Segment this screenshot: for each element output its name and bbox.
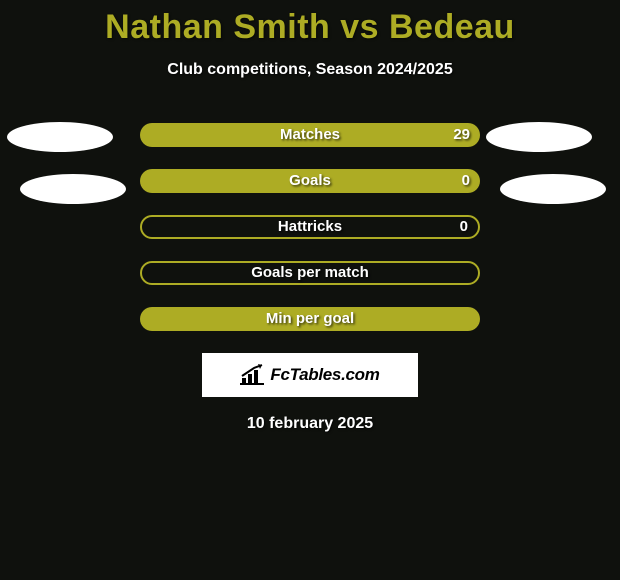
bar-label: Hattricks [278,218,342,235]
footer-date: 10 february 2025 [0,415,620,433]
bar-label: Min per goal [266,310,354,327]
bar-goals-per-match: Goals per match [140,261,480,285]
bar-label: Matches [280,126,340,143]
bar-row-goals: Goals 0 [0,169,620,193]
bar-value: 0 [460,217,468,237]
page-title: Nathan Smith vs Bedeau [0,0,620,47]
bar-row-min-per-goal: Min per goal [0,307,620,331]
brand-logo-text: FcTables.com [270,365,379,385]
comparison-chart: Matches 29 Goals 0 Hattricks 0 Goals per… [0,123,620,331]
chart-icon [240,364,266,386]
bar-label: Goals [289,172,331,189]
bar-matches: Matches 29 [140,123,480,147]
bar-row-goals-per-match: Goals per match [0,261,620,285]
bar-hattricks: Hattricks 0 [140,215,480,239]
bar-goals: Goals 0 [140,169,480,193]
bar-value: 29 [453,123,470,147]
bar-value: 0 [462,169,470,193]
bar-min-per-goal: Min per goal [140,307,480,331]
bar-row-hattricks: Hattricks 0 [0,215,620,239]
bar-row-matches: Matches 29 [0,123,620,147]
brand-logo-box: FcTables.com [202,353,418,397]
page-subtitle: Club competitions, Season 2024/2025 [0,61,620,79]
bar-label: Goals per match [251,264,369,281]
